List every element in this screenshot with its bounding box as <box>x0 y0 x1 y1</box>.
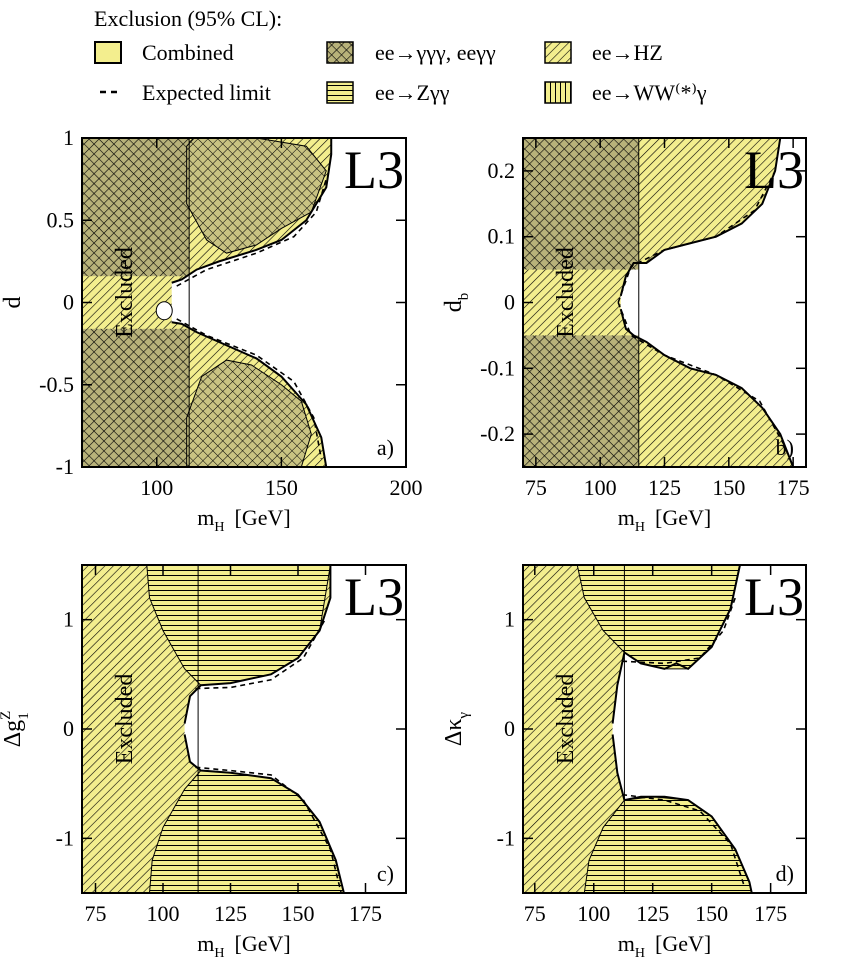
chart-panel-b: 75 100 125 150 175 -0.2 -0.1 0 0.1 0.2 mH [GeV] db Ex… <box>441 137 810 535</box>
panel-label: b) <box>776 435 794 460</box>
legend: Exclusion (95% CL): Combined Expected li… <box>94 6 707 105</box>
legend-swatch-zgg <box>326 81 354 104</box>
x-axis-label: mH [GeV] <box>618 931 711 961</box>
panel-label: a) <box>377 435 394 460</box>
y-tick-label: 1 <box>63 125 74 150</box>
y-tick-label: 0 <box>504 716 515 741</box>
legend-label-gg: ee→γγγ, eeγγ <box>375 40 496 65</box>
chart-panel-a: 100 150 200 -1 -0.5 0 0.5 1 mH [GeV] d Excluded L3 a) <box>0 125 423 535</box>
y-tick-label: -1 <box>56 825 74 850</box>
x-tick-label: 175 <box>349 901 382 926</box>
x-tick-label: 200 <box>390 475 423 500</box>
brand-label: L3 <box>344 567 404 627</box>
y-tick-label: 0 <box>63 716 74 741</box>
x-axis-label: mH [GeV] <box>197 931 290 961</box>
x-tick-label: 100 <box>577 901 610 926</box>
x-tick-label: 150 <box>712 475 745 500</box>
excluded-label: Excluded <box>553 674 579 765</box>
x-tick-label: 150 <box>695 901 728 926</box>
y-tick-label: -1 <box>56 454 74 479</box>
brand-label: L3 <box>344 140 404 200</box>
x-tick-label: 100 <box>147 901 180 926</box>
expected-limit-upper <box>195 619 326 690</box>
y-tick-label: 0.1 <box>488 224 516 249</box>
zgg-region-lower <box>186 359 312 467</box>
excluded-label: Excluded <box>112 247 138 338</box>
x-tick-label: 150 <box>265 475 298 500</box>
x-tick-label: 75 <box>85 901 107 926</box>
legend-label-combined: Combined <box>142 40 234 65</box>
brand-label: L3 <box>744 567 804 627</box>
x-tick-label: 175 <box>777 475 810 500</box>
combined-limit-lower <box>611 734 753 893</box>
legend-swatch-wwg <box>544 81 572 104</box>
gg-region-lower <box>523 335 639 467</box>
gg-region-upper <box>523 138 639 270</box>
y-tick-label: 0 <box>63 290 74 315</box>
expected-limit-upper <box>622 597 737 665</box>
y-axis-label: db <box>441 293 472 313</box>
legend-swatch-gg <box>326 41 354 64</box>
combined-limit-lower <box>619 308 795 467</box>
x-tick-label: 125 <box>648 475 681 500</box>
y-tick-label: 0.2 <box>488 158 516 183</box>
plot-area <box>82 138 333 467</box>
plot-area <box>523 565 753 893</box>
expected-limit-lower <box>195 766 342 893</box>
combined-limit-upper <box>171 138 333 284</box>
combined-limit-upper <box>611 565 741 724</box>
y-axis-label: Δκγ <box>441 712 472 747</box>
combined-limit-lower <box>171 321 328 467</box>
y-tick-label: 0.5 <box>47 207 75 232</box>
x-tick-label: 75 <box>524 901 546 926</box>
y-axis-label: ΔgZ1 <box>0 711 32 748</box>
x-tick-label: 150 <box>282 901 315 926</box>
expected-limit-upper <box>617 170 776 303</box>
x-axis-label: mH [GeV] <box>618 505 711 535</box>
gg-region-lower <box>82 328 190 467</box>
y-tick-label: -0.1 <box>480 355 515 380</box>
y-axis-label: d <box>0 297 26 309</box>
y-tick-label: 0 <box>504 290 515 315</box>
expected-limit-lower <box>621 793 746 888</box>
expected-limit-lower <box>176 318 323 459</box>
x-axis-label: mH [GeV] <box>197 505 290 535</box>
zgg-region-upper <box>186 138 327 254</box>
x-tick-label: 100 <box>584 475 617 500</box>
y-tick-label: 1 <box>504 607 515 632</box>
y-tick-label: -0.2 <box>480 421 515 446</box>
legend-label-zgg: ee→Zγγ <box>375 80 450 105</box>
panel-label: d) <box>776 861 794 886</box>
y-tick-label: 1 <box>63 607 74 632</box>
x-tick-label: 125 <box>214 901 247 926</box>
legend-title: Exclusion (95% CL): <box>94 6 282 31</box>
y-tick-label: -0.5 <box>39 372 74 397</box>
legend-label-wwg: ee→WW⁽*⁾γ <box>592 80 707 105</box>
combined-limit-upper <box>183 565 332 724</box>
legend-label-hz: ee→HZ <box>592 40 663 65</box>
expected-limit-lower <box>617 302 787 448</box>
excluded-label: Excluded <box>112 674 138 765</box>
x-tick-label: 175 <box>754 901 787 926</box>
plot-area <box>82 565 345 893</box>
excluded-label: Excluded <box>553 247 579 338</box>
gg-region-upper <box>82 138 190 277</box>
legend-swatch-hz <box>544 41 572 64</box>
x-tick-label: 75 <box>525 475 547 500</box>
x-tick-label: 100 <box>140 475 173 500</box>
panel-label: c) <box>377 861 394 886</box>
plot-area <box>523 138 795 467</box>
legend-swatch-combined <box>94 41 122 64</box>
chart-panel-d: 75 100 125 150 175 -1 0 1 mH [GeV] Δκγ Excluded L3 d) <box>441 564 807 961</box>
y-tick-label: -1 <box>497 825 515 850</box>
x-tick-label: 125 <box>636 901 669 926</box>
legend-label-expected: Expected limit <box>142 80 271 105</box>
chart-panel-c: 75 100 125 150 175 -1 0 1 mH[GeV] ΔgZ1 Excluded L3 c… <box>0 564 407 961</box>
brand-label: L3 <box>744 140 804 200</box>
hole-region <box>155 301 173 321</box>
expected-limit-upper <box>176 178 328 287</box>
combined-limit-lower <box>183 734 345 893</box>
